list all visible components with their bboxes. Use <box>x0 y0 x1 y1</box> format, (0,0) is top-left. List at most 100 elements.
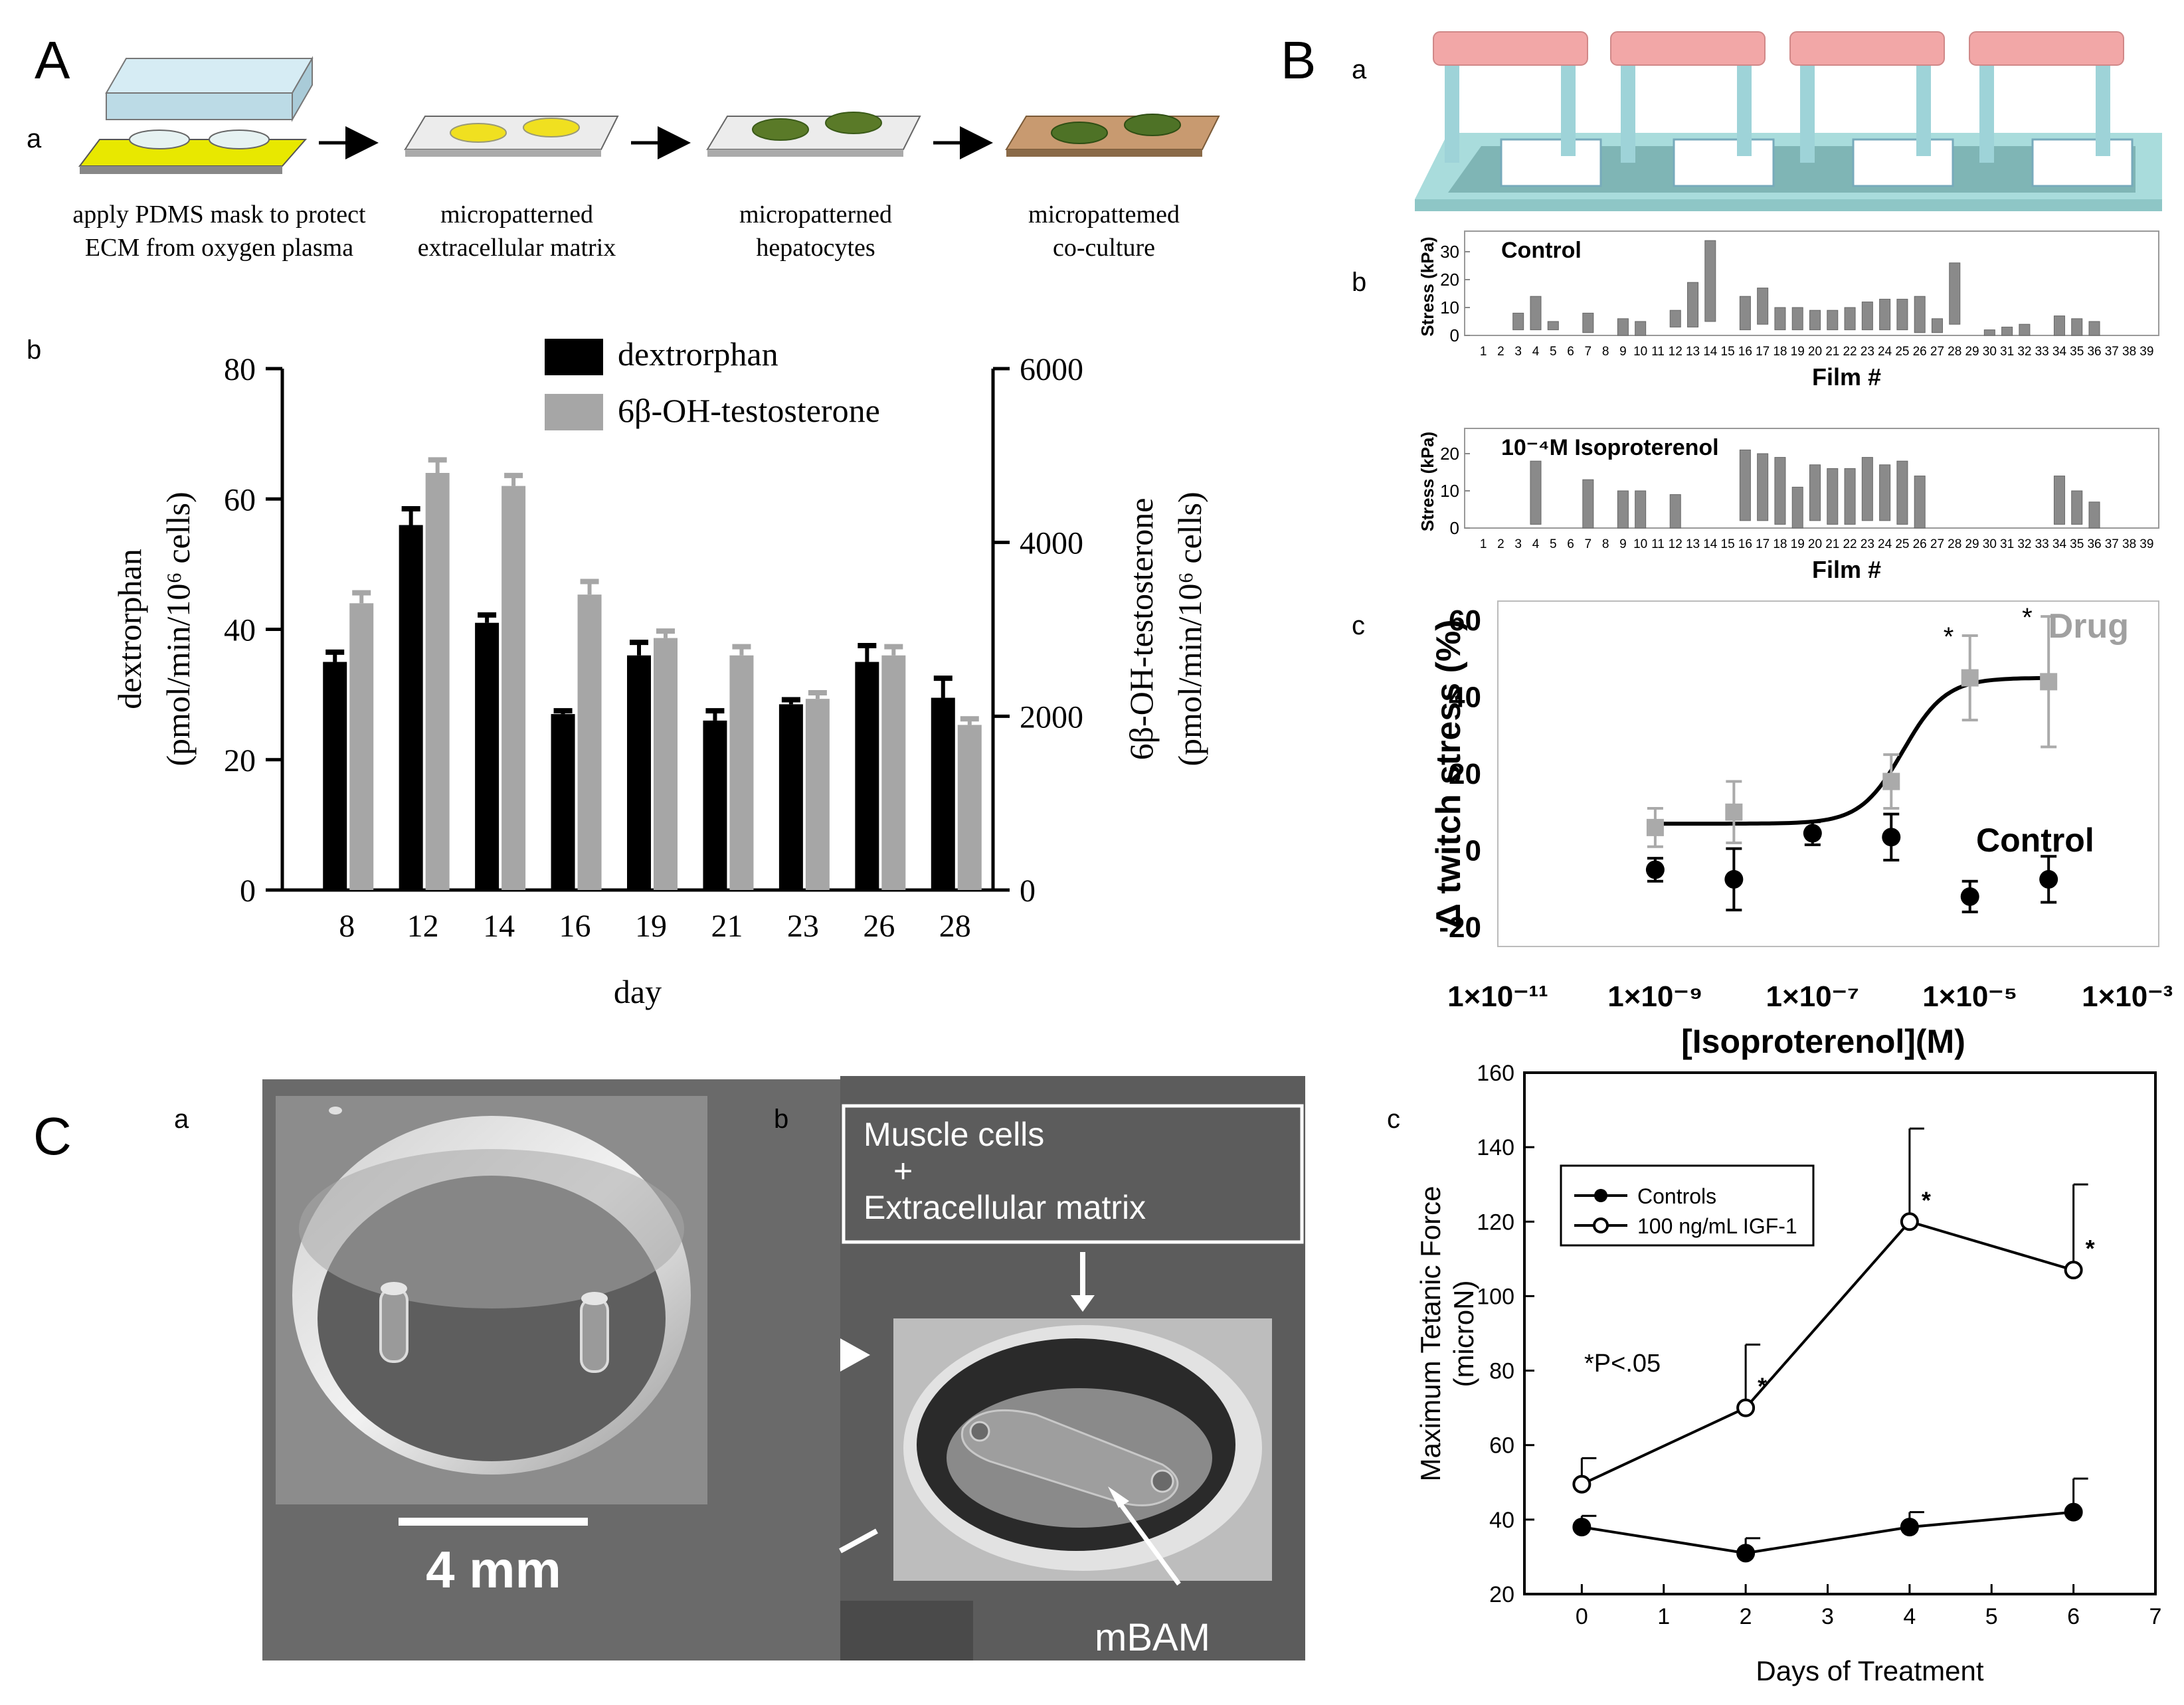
schematic-pdms-mask <box>78 56 314 174</box>
x-tick-label: 33 <box>2035 537 2049 551</box>
x-tick-label: 2 <box>1740 1604 1752 1629</box>
x-tick-label: 7 <box>2149 1604 2162 1629</box>
control-point <box>1803 824 1822 843</box>
panel-label-C-b: b <box>774 1105 788 1134</box>
x-tick-label: 8 <box>1602 345 1609 359</box>
y-axis-title: Stress (kPa) <box>1417 432 1437 531</box>
y-tick-label: 10 <box>1440 481 1459 501</box>
y-tick-label: 20 <box>1449 758 1481 790</box>
panel-label-B-a: a <box>1352 55 1367 84</box>
legend-swatch-dextrorphan <box>545 339 603 375</box>
stress-bar <box>1896 298 1908 331</box>
x-tick-label: 0 <box>1576 1604 1588 1629</box>
y2-axis-title-line2: (pmol/min/10⁶ cells) <box>1171 492 1208 766</box>
step-3-caption-line1: micropatterned <box>739 201 892 228</box>
stress-bar <box>1669 310 1681 327</box>
y-axis-title-line1: Maximum Tetanic Force <box>1415 1186 1446 1481</box>
x-tick-label: 23 <box>787 909 819 944</box>
stress-bar <box>2088 501 2100 529</box>
x-tick-label: 2 <box>1497 345 1504 359</box>
data-point <box>1900 1212 1919 1231</box>
x-tick-label: 22 <box>1843 345 1857 359</box>
photo-well-device <box>262 1079 850 1660</box>
y-tick-label: 20 <box>1440 444 1459 464</box>
plot-frame <box>1464 230 2159 336</box>
y2-tick-label: 6000 <box>1020 352 1083 387</box>
stress-bar <box>1914 296 1926 333</box>
x-tick-label: 38 <box>2122 345 2136 359</box>
x-tick-label: 8 <box>339 909 355 944</box>
significance-star: * <box>1922 1186 1931 1213</box>
stress-bar <box>1530 460 1542 525</box>
y-tick-label: 0 <box>240 873 256 909</box>
step-1-caption-line1: apply PDMS mask to protect <box>72 201 366 228</box>
x-tick-label: 31 <box>2000 537 2014 551</box>
control-point <box>1645 860 1665 879</box>
stress-bar <box>1774 457 1786 525</box>
x-tick-label: 20 <box>1808 345 1822 359</box>
stress-bar <box>1791 307 1803 331</box>
legend-swatch-testosterone <box>545 394 603 430</box>
schematic-patterned-hepatocytes <box>706 112 921 157</box>
step-4-caption-line2: co-culture <box>1053 234 1155 262</box>
stress-bar <box>1983 329 1995 336</box>
stress-bar <box>1547 321 1559 331</box>
x-tick-label: 5 <box>1550 537 1557 551</box>
y2-tick-label: 4000 <box>1020 526 1083 561</box>
x-tick-label: 12 <box>1669 537 1683 551</box>
stress-bar <box>1791 486 1803 529</box>
stress-bar <box>1844 307 1856 331</box>
x-tick-label: 18 <box>1773 537 1787 551</box>
x-axis-title: day <box>614 973 662 1010</box>
box-text-line2: + <box>893 1152 913 1190</box>
stress-bar <box>1739 296 1751 331</box>
mbam-label: mBAM <box>1095 1616 1210 1659</box>
plot-frame <box>1497 600 2159 947</box>
y-axis-title-line2: (microN) <box>1448 1281 1479 1388</box>
x-tick-label: 31 <box>2000 345 2014 359</box>
y-tick-label: 60 <box>1449 604 1481 637</box>
panel-label-A: A <box>35 31 70 90</box>
panel-label-C-c: c <box>1387 1105 1400 1134</box>
fit-curve <box>1655 675 2049 826</box>
photo-mbam <box>839 1076 1305 1660</box>
x-tick-label: 7 <box>1585 537 1592 551</box>
stress-bar <box>1861 302 1873 331</box>
x-tick-label: 34 <box>2052 537 2067 551</box>
bar-testosterone <box>957 725 982 890</box>
x-tick-label: 29 <box>1965 345 1979 359</box>
control-annotation: Control <box>1976 822 2094 859</box>
y-tick-label: 40 <box>1449 681 1481 713</box>
schematic-film-array <box>1415 31 2162 211</box>
y2-axis-title-line1: 6β-OH-testosterone <box>1123 498 1160 761</box>
series-line-controls <box>1582 1510 2074 1555</box>
x-tick-label: 3 <box>1514 537 1522 551</box>
drug-point <box>1646 818 1664 836</box>
x-tick-label: 36 <box>2087 537 2101 551</box>
x-tick-label: 1×10⁻⁵ <box>1922 980 2017 1013</box>
x-tick-label: 37 <box>2105 345 2119 359</box>
down-arrow-head <box>1071 1295 1095 1312</box>
significance-star: * <box>1944 622 1954 652</box>
x-tick-label: 14 <box>1703 345 1718 359</box>
stress-bar <box>2088 321 2100 336</box>
x-tick-label: 11 <box>1651 345 1665 359</box>
x-tick-label: 16 <box>1738 345 1752 359</box>
stress-bar <box>1949 262 1961 325</box>
legend-marker-controls <box>1594 1189 1607 1202</box>
stress-bar <box>1669 494 1681 529</box>
mbam-arrow <box>1114 1496 1181 1586</box>
x-tick-label: 36 <box>2087 345 2101 359</box>
y2-tick-label: 0 <box>1020 873 1036 909</box>
y-tick-label: 40 <box>224 613 256 648</box>
x-tick-label: 12 <box>407 909 439 944</box>
step-2-caption-line2: extracellular matrix <box>418 234 616 262</box>
x-tick-label: 7 <box>1585 345 1592 359</box>
x-tick-label: 18 <box>1773 345 1787 359</box>
stress-bar <box>1635 321 1647 336</box>
chart-metabolism-bar: 0 20 40 60 80 0 2000 4000 6000 8 12 14 16 19 21 23 26 28 d… <box>111 335 1208 1010</box>
data-point <box>1900 1518 1919 1537</box>
y-tick-label: 120 <box>1477 1210 1514 1235</box>
stress-bar <box>1809 464 1821 521</box>
x-tick-label: 21 <box>711 909 743 944</box>
